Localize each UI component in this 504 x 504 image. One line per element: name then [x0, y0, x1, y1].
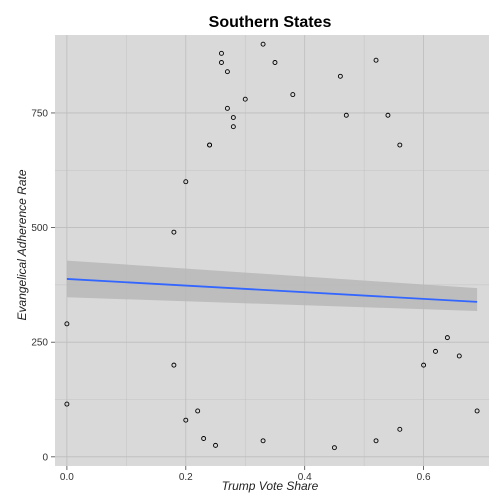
- data-point: [183, 417, 189, 423]
- data-point: [224, 69, 230, 75]
- data-point: [337, 73, 343, 79]
- data-point: [195, 408, 201, 414]
- y-tick-label: 500: [31, 223, 48, 234]
- data-point: [207, 142, 213, 148]
- data-point: [242, 96, 248, 102]
- data-point: [385, 112, 391, 118]
- points-layer: [64, 41, 480, 451]
- data-point: [64, 321, 70, 327]
- data-point: [343, 112, 349, 118]
- data-point: [201, 436, 207, 441]
- data-point: [397, 142, 403, 148]
- confidence-band: [66, 260, 478, 312]
- ribbon-layer: [66, 260, 478, 312]
- data-point: [213, 442, 218, 448]
- data-point: [219, 60, 224, 65]
- data-point: [474, 408, 480, 414]
- data-point: [290, 92, 296, 98]
- data-point: [260, 41, 266, 47]
- plot-panel: [55, 35, 489, 466]
- data-point: [224, 105, 230, 111]
- x-tick-label: 0.2: [179, 472, 193, 483]
- data-point: [373, 57, 379, 63]
- data-point: [64, 401, 70, 407]
- fit-line: [66, 278, 478, 303]
- data-point: [230, 124, 236, 130]
- data-point: [397, 426, 403, 432]
- data-point: [331, 445, 337, 451]
- tick-layer: 0.0 0.2 0.4 0.6 0 250 500 750: [31, 108, 431, 483]
- data-point: [433, 348, 438, 354]
- data-point: [456, 353, 462, 359]
- data-point: [444, 335, 450, 341]
- y-tick-label: 750: [31, 108, 48, 119]
- chart-title: Southern States: [209, 14, 332, 31]
- x-tick-label: 0.0: [60, 472, 74, 483]
- data-point: [373, 438, 379, 444]
- x-tick-label: 0.4: [298, 472, 312, 483]
- grid-layer: [55, 35, 489, 466]
- data-point: [260, 438, 266, 444]
- data-point: [171, 362, 177, 368]
- y-axis-title: Evangelical Adherence Rate: [15, 169, 29, 320]
- data-point: [230, 115, 236, 120]
- y-tick-label: 250: [31, 338, 48, 349]
- data-point: [272, 60, 278, 65]
- data-point: [171, 229, 177, 235]
- x-axis-title: Trump Vote Share: [222, 479, 319, 493]
- data-point: [421, 362, 427, 368]
- data-point: [183, 179, 189, 185]
- y-tick-label: 0: [42, 452, 48, 463]
- x-tick-label: 0.6: [417, 472, 431, 483]
- fit-layer: [66, 278, 478, 303]
- data-point: [219, 50, 224, 56]
